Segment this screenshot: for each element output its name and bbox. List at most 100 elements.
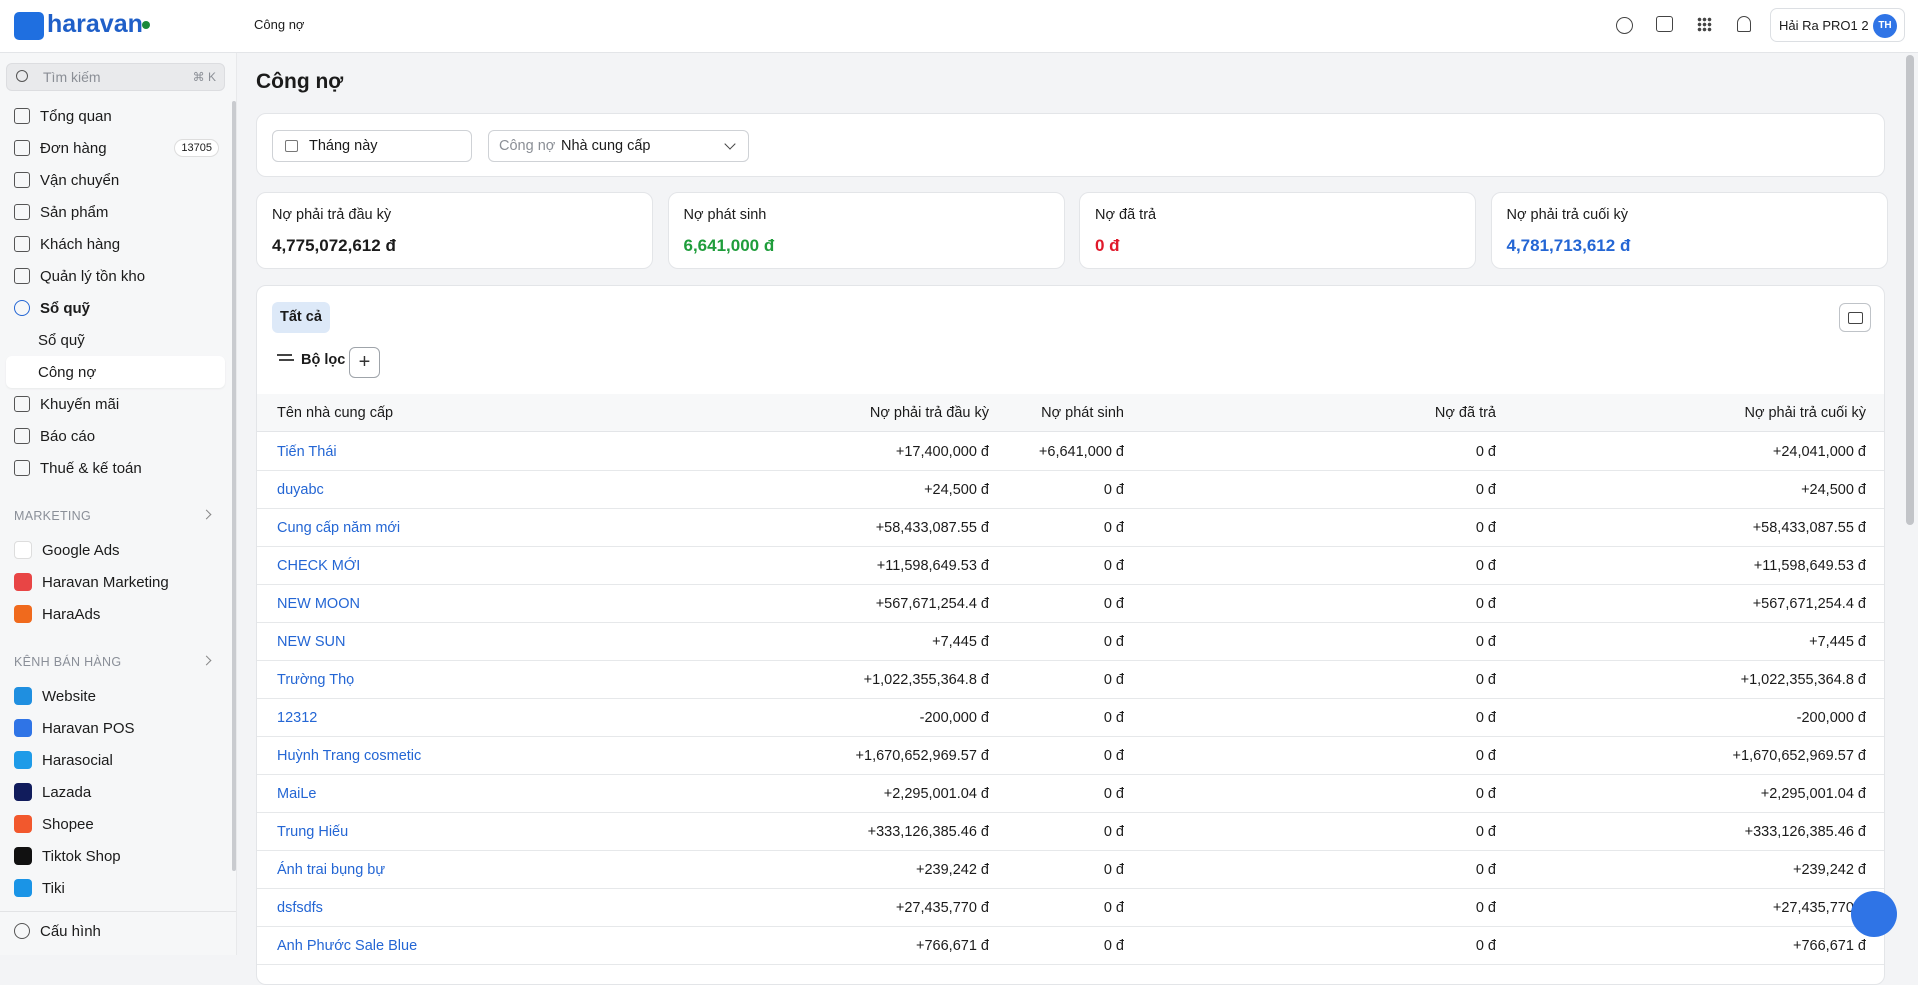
nav-label: Vận chuyển (40, 171, 120, 189)
nav-label: Thuế & kế toán (40, 459, 142, 477)
nav-label: Sổ quỹ (38, 331, 85, 349)
filter-card: Tháng này Công nợ Nhà cung cấp (256, 113, 1885, 177)
nav-icon (14, 268, 30, 284)
nav-item[interactable]: Đơn hàng 13705 (6, 132, 225, 164)
amount: 0 đ (1103, 558, 1124, 574)
amount: 0 đ (1475, 558, 1496, 574)
divider (0, 911, 236, 912)
nav-icon (14, 300, 30, 316)
search-box[interactable]: Tìm kiếm ⌘ K (6, 63, 225, 91)
nav-icon (14, 751, 32, 769)
nav-label: Tiktok Shop (42, 847, 121, 865)
supplier-link[interactable]: Tiến Thái (277, 444, 337, 460)
filter-button[interactable]: Bộ lọc (301, 352, 346, 368)
amount: 0 đ (1103, 862, 1124, 878)
nav-item[interactable]: Google Ads (6, 534, 225, 566)
nav-item[interactable]: Website (6, 680, 225, 712)
nav-icon (14, 172, 30, 188)
chat-button[interactable] (1851, 891, 1897, 937)
nav-item[interactable]: HaraAds (6, 598, 225, 630)
amount: +333,126,385.46 đ (867, 824, 989, 840)
nav-item[interactable]: Tiki (6, 872, 225, 904)
help-icon[interactable] (1616, 17, 1633, 34)
card-value: 4,781,713,612 đ (1506, 236, 1631, 255)
nav-item[interactable]: Công nợ (6, 356, 225, 388)
tab-all[interactable]: Tất cả (272, 302, 330, 333)
nav-item[interactable]: Shopee (6, 808, 225, 840)
amount: 0 đ (1103, 596, 1124, 612)
nav-item[interactable]: Tổng quan (6, 100, 225, 132)
supplier-link[interactable]: Ánh trai bụng bự (277, 862, 386, 878)
supplier-link[interactable]: MaiLe (277, 786, 317, 802)
card-label: Nợ phải trả cuối kỳ (1506, 207, 1629, 223)
amount: +2,295,001.04 đ (1760, 786, 1866, 802)
nav-label: Sổ quỹ (40, 299, 91, 317)
amount: 0 đ (1103, 786, 1124, 802)
nav-item[interactable]: Harasocial (6, 744, 225, 776)
supplier-link[interactable]: CHECK MỚI (277, 558, 361, 574)
amount: -200,000 đ (1796, 710, 1866, 726)
nav-item[interactable]: Lazada (6, 776, 225, 808)
nav-item[interactable]: Quản lý tồn kho (6, 260, 225, 292)
supplier-link[interactable]: Cung cấp năm mới (277, 520, 401, 536)
nav-item[interactable]: Sổ quỹ (6, 324, 225, 356)
nav-label: Sản phẩm (40, 203, 109, 221)
amount: +766,671 đ (916, 938, 989, 954)
amount: +27,435,770 đ (1772, 900, 1866, 916)
logo[interactable]: haravan (47, 10, 143, 38)
search-shortcut: ⌘ K (192, 70, 216, 84)
supplier-link[interactable]: Trường Thọ (277, 672, 355, 688)
nav-icon (14, 428, 30, 444)
summary-card: Nợ phải trả cuối kỳ 4,781,713,612 đ (1490, 192, 1888, 269)
table-row: Huỳnh Trang cosmetic +1,670,652,969.57 đ 0… (257, 737, 1884, 775)
feedback-icon[interactable] (1656, 16, 1673, 32)
period-select[interactable]: Tháng này (272, 130, 472, 162)
supplier-link[interactable]: NEW MOON (277, 596, 360, 612)
nav-icon (14, 815, 32, 833)
nav-item[interactable]: Báo cáo (6, 420, 225, 452)
nav-item[interactable]: Tiktok Shop (6, 840, 225, 872)
columns-button[interactable] (1839, 303, 1871, 332)
amount: +24,041,000 đ (1772, 444, 1866, 460)
table-row: dsfsdfs +27,435,770 đ 0 đ 0 đ +27,435,770 đ (257, 889, 1884, 927)
type-value: Nhà cung cấp (561, 138, 651, 154)
nav-item[interactable]: Sản phẩm (6, 196, 225, 228)
type-select[interactable]: Công nợ Nhà cung cấp (488, 130, 749, 162)
nav-item[interactable]: Sổ quỹ (6, 292, 225, 324)
search-icon (16, 70, 28, 82)
nav-item[interactable]: Haravan Marketing (6, 566, 225, 598)
table-row: Cung cấp năm mới +58,433,087.55 đ 0 đ 0 đ +5… (257, 509, 1884, 547)
amount: 0 đ (1475, 824, 1496, 840)
nav-item[interactable]: Vận chuyển (6, 164, 225, 196)
supplier-link[interactable]: dsfsdfs (277, 900, 323, 916)
column-header: Nợ phải trả đầu kỳ (869, 405, 989, 421)
table-row: 12312 -200,000 đ 0 đ 0 đ -200,000 đ (257, 699, 1884, 737)
supplier-link[interactable]: Anh Phước Sale Blue (277, 938, 418, 954)
add-filter-button[interactable]: + (349, 347, 380, 378)
account-menu[interactable]: Hải Ra PRO1 2 TH (1770, 8, 1905, 42)
supplier-link[interactable]: NEW SUN (277, 634, 346, 650)
supplier-link[interactable]: Huỳnh Trang cosmetic (277, 748, 422, 764)
bell-icon[interactable] (1737, 16, 1751, 32)
nav-icon (14, 541, 32, 559)
logo-icon (14, 12, 44, 40)
nav-label: Báo cáo (40, 427, 96, 445)
amount: +6,641,000 đ (1038, 444, 1124, 460)
type-label: Công nợ (499, 138, 556, 154)
nav-item[interactable]: Cấu hình (6, 915, 225, 947)
nav-item[interactable]: Thuế & kế toán (6, 452, 225, 484)
amount: +7,445 đ (932, 634, 989, 650)
amount: 0 đ (1103, 900, 1124, 916)
nav-label: Haravan POS (42, 719, 135, 737)
supplier-link[interactable]: 12312 (277, 710, 318, 726)
apps-icon[interactable] (1697, 17, 1712, 32)
supplier-link[interactable]: duyabc (277, 482, 324, 498)
sidebar-scrollbar (232, 101, 236, 871)
amount: +766,671 đ (1793, 938, 1866, 954)
supplier-link[interactable]: Trung Hiếu (277, 824, 349, 840)
nav-item[interactable]: Khách hàng (6, 228, 225, 260)
status-dot (142, 21, 150, 29)
nav-item[interactable]: Khuyến mãi (6, 388, 225, 420)
nav-item[interactable]: Haravan POS (6, 712, 225, 744)
nav-label: Tổng quan (40, 107, 112, 125)
